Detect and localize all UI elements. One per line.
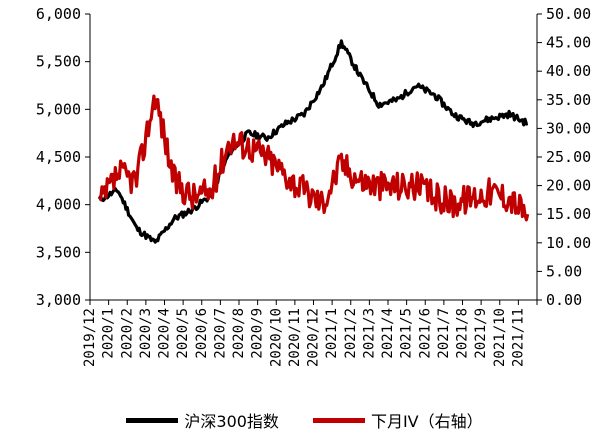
right-tick-label: 40.00: [546, 62, 591, 80]
x-tick-label: 2020/12: [306, 308, 322, 367]
right-tick-label: 25.00: [546, 148, 591, 166]
x-tick-label: 2020/3: [138, 308, 154, 359]
legend-swatch-iv: [312, 417, 365, 423]
x-tick-label: 2021/6: [417, 308, 433, 359]
x-tick-label: 2021/1: [324, 308, 340, 359]
x-tick-label: 2021/8: [455, 308, 471, 359]
x-tick-label: 2021/3: [361, 308, 377, 359]
series-line-hs300: [97, 39, 529, 244]
x-tick-label: 2021/4: [380, 308, 396, 359]
left-tick-label: 4,500: [36, 148, 81, 166]
legend-swatch-hs300: [126, 417, 179, 423]
x-tick-label: 2020/9: [250, 308, 266, 359]
right-tick-label: 30.00: [546, 119, 591, 137]
x-tick-label: 2020/11: [287, 308, 303, 367]
x-tick-label: 2021/11: [510, 308, 526, 367]
right-tick-label: 20.00: [546, 177, 591, 195]
left-tick-label: 5,500: [36, 53, 81, 71]
legend-item-iv: 下月IV（右轴）: [312, 408, 483, 432]
left-tick-label: 3,500: [36, 243, 81, 261]
x-tick-label: 2020/6: [194, 308, 210, 359]
left-tick-label: 6,000: [36, 5, 81, 23]
left-tick-label: 5,000: [36, 100, 81, 118]
series-line-iv: [98, 94, 530, 222]
left-tick-label: 4,000: [36, 196, 81, 214]
right-tick-label: 15.00: [546, 205, 591, 223]
plot-series: [97, 39, 530, 244]
right-tick-label: 45.00: [546, 34, 591, 52]
x-tick-label: 2020/5: [175, 308, 191, 359]
x-tick-label: 2020/4: [157, 308, 173, 359]
x-tick-label: 2021/7: [436, 308, 452, 359]
legend-item-hs300: 沪深300指数: [126, 408, 279, 432]
x-tick-label: 2020/2: [119, 308, 135, 359]
x-tick-label: 2020/1: [101, 308, 117, 359]
x-tick-label: 2021/2: [343, 308, 359, 359]
right-axis: 0.00 5.00 10.00 15.00 20.00 25.00 30.00 35.00 40…: [536, 5, 591, 309]
left-tick-label: 3,000: [36, 291, 81, 309]
right-tick-label: 0.00: [546, 291, 582, 309]
right-tick-label: 50.00: [546, 5, 591, 23]
x-axis: 2019/12 2020/1 2020/2 2020/3 2020/4 2020/5 202…: [82, 299, 538, 367]
x-tick-label: 2021/9: [473, 308, 489, 359]
x-tick-label: 2020/7: [212, 308, 228, 359]
chart: 3,000 3,500 4,000 4,500 5,000 5,500 6,000 0.00…: [36, 5, 591, 367]
right-tick-label: 35.00: [546, 91, 591, 109]
legend: 沪深300指数 下月IV（右轴）: [0, 405, 609, 435]
x-tick-label: 2021/10: [492, 308, 508, 367]
legend-label-iv: 下月IV（右轴）: [370, 412, 483, 431]
right-tick-label: 5.00: [546, 262, 582, 280]
right-tick-label: 10.00: [546, 234, 591, 252]
x-tick-label: 2019/12: [82, 308, 98, 367]
x-tick-label: 2020/8: [231, 308, 247, 359]
x-tick-label: 2021/5: [399, 308, 415, 359]
left-axis: 3,000 3,500 4,000 4,500 5,000 5,500 6,000: [36, 5, 91, 309]
x-tick-label: 2020/10: [268, 308, 284, 367]
legend-label-hs300: 沪深300指数: [184, 412, 279, 431]
